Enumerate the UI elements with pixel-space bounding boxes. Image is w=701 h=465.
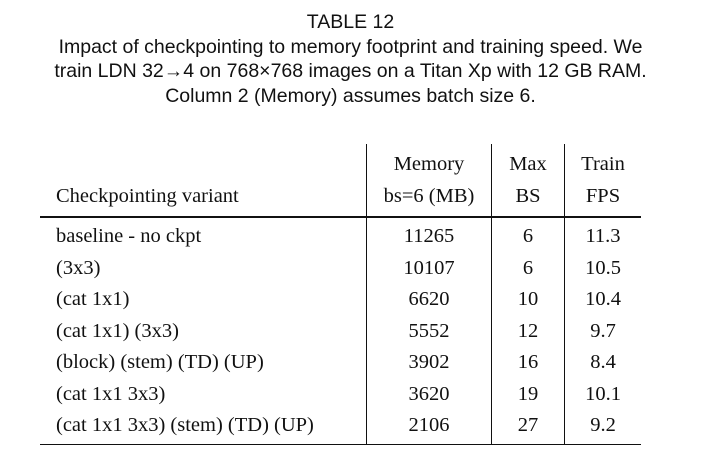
cell-max-bs: 16	[491, 347, 565, 379]
cell-memory: 10107	[366, 252, 492, 284]
table-header: Memory Max Train Checkpointing variant b…	[40, 144, 641, 218]
cell-max-bs: 6	[491, 217, 565, 253]
table-row: (cat 1x1) (3x3) 5552 12 9.7	[40, 315, 641, 347]
cell-variant: baseline - no ckpt	[56, 225, 202, 247]
cell-max-bs: 10	[491, 284, 565, 316]
cell-fps: 9.7	[564, 315, 641, 347]
caption-line-1: Impact of checkpointing to memory footpr…	[58, 35, 643, 58]
cell-fps: 11.3	[564, 217, 641, 253]
cell-fps: 10.5	[564, 252, 641, 284]
cell-variant: (cat 1x1)	[56, 288, 130, 310]
cell-max-bs: 27	[491, 410, 565, 445]
table-row: (cat 1x1 3x3) (stem) (TD) (UP) 2106 27 9…	[40, 410, 641, 445]
cell-max-bs: 6	[491, 252, 565, 284]
table-caption: TABLE 12 Impact of checkpointing to memo…	[0, 10, 701, 108]
cell-memory: 2106	[366, 410, 492, 445]
table-row: (cat 1x1) 6620 10 10.4	[40, 284, 641, 316]
cell-fps: 8.4	[564, 347, 641, 379]
table-row: (3x3) 10107 6 10.5	[40, 252, 641, 284]
cell-memory: 3620	[366, 378, 492, 410]
table-row: baseline - no ckpt 11265 6 11.3	[40, 217, 641, 253]
cell-variant: (block) (stem) (TD) (UP)	[56, 351, 264, 373]
header-fps-top: Train	[564, 144, 641, 180]
header-variant-spacer	[40, 144, 367, 180]
table-body: baseline - no ckpt 11265 6 11.3 (3x3) 10…	[40, 217, 641, 445]
cell-variant: (cat 1x1 3x3)	[56, 382, 166, 405]
cell-memory: 3902	[366, 347, 492, 379]
table-label: TABLE 12	[306, 11, 395, 33]
cell-variant: (3x3)	[56, 256, 101, 279]
cell-memory: 6620	[366, 284, 492, 316]
cell-fps: 10.1	[564, 378, 641, 410]
header-memory-top: Memory	[366, 144, 492, 180]
caption-line-3: Column 2 (Memory) assumes batch size 6.	[165, 84, 536, 107]
header-row-bottom: Checkpointing variant bs=6 (MB) BS FPS	[40, 180, 641, 218]
checkpointing-table: Memory Max Train Checkpointing variant b…	[40, 144, 641, 445]
cell-memory: 11265	[366, 217, 492, 253]
header-row-top: Memory Max Train	[40, 144, 641, 180]
cell-variant: (cat 1x1 3x3) (stem) (TD) (UP)	[40, 410, 367, 445]
cell-variant: (cat 1x1) (3x3)	[56, 319, 179, 342]
header-maxbs-bottom: BS	[491, 180, 565, 218]
table-row: (cat 1x1 3x3) 3620 19 10.1	[40, 378, 641, 410]
cell-fps: 9.2	[564, 410, 641, 445]
cell-memory: 5552	[366, 315, 492, 347]
cell-max-bs: 12	[491, 315, 565, 347]
cell-max-bs: 19	[491, 378, 565, 410]
caption-line-2: train LDN 32→4 on 768×768 images on a Ti…	[54, 60, 647, 82]
header-memory-bottom: bs=6 (MB)	[366, 180, 492, 218]
cell-fps: 10.4	[564, 284, 641, 316]
header-maxbs-top: Max	[491, 144, 565, 180]
table-row: (block) (stem) (TD) (UP) 3902 16 8.4	[40, 347, 641, 379]
header-variant: Checkpointing variant	[40, 180, 367, 218]
header-fps-bottom: FPS	[564, 180, 641, 218]
